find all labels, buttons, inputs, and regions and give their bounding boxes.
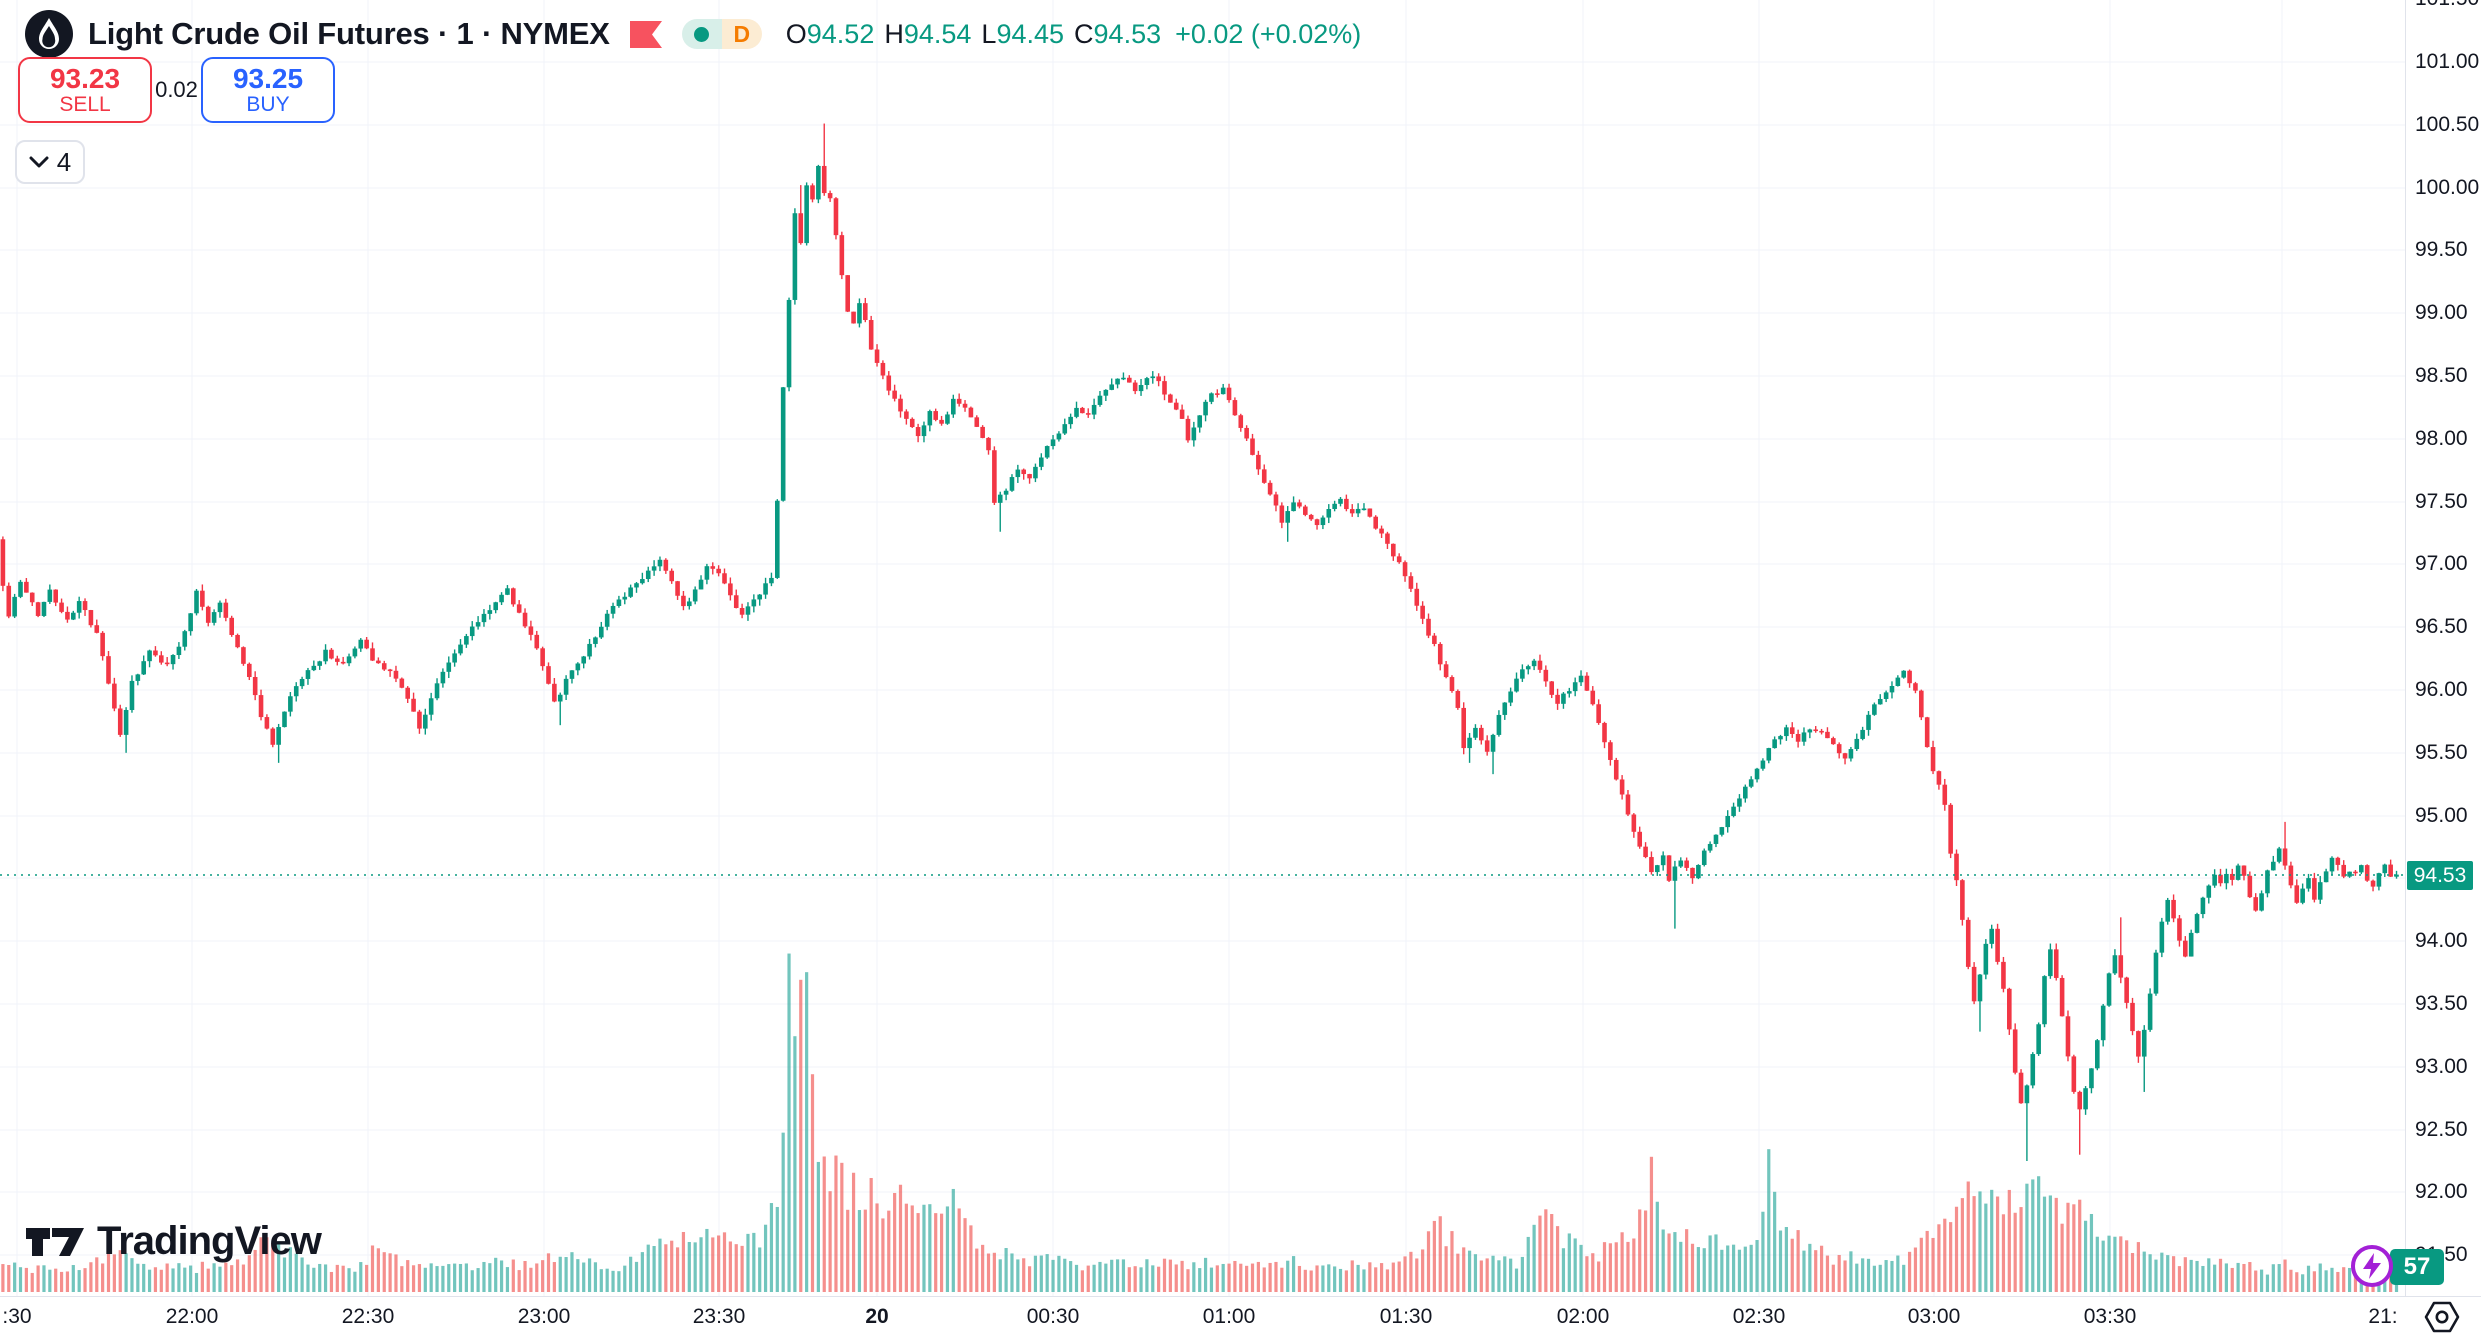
sell-label: SELL (59, 92, 111, 116)
time-axis-label: 23:30 (692, 1305, 746, 1328)
symbol-header: Light Crude Oil Futures · 1 · NYMEX D O9… (24, 6, 1361, 62)
price-axis-label: 94.00 (2415, 929, 2468, 952)
tradingview-logo[interactable]: TradingView (25, 1219, 322, 1264)
settings-hexagon-icon[interactable] (2424, 1300, 2460, 1334)
close-value: 94.53 (1093, 18, 1162, 49)
low-value: 94.45 (996, 18, 1065, 49)
price-axis-label: 100.50 (2415, 113, 2480, 136)
price-axis-label: 101.00 (2415, 50, 2480, 73)
price-axis-label: 98.50 (2415, 364, 2468, 387)
price-axis-label: 93.50 (2415, 992, 2468, 1015)
flag-icon[interactable] (629, 20, 662, 48)
tradingview-mark-icon (26, 1227, 84, 1256)
time-axis-label: 21: (2368, 1305, 2398, 1328)
price-axis-label: 97.00 (2415, 552, 2468, 575)
time-axis-label: 02:00 (1556, 1305, 1610, 1328)
price-axis-label: 98.00 (2415, 427, 2468, 450)
market-open-dot-icon (681, 19, 722, 49)
buy-label: BUY (246, 92, 290, 116)
open-value: 94.52 (806, 18, 875, 49)
buy-price: 93.25 (232, 63, 304, 95)
time-axis-label: 03:00 (1907, 1305, 1961, 1328)
market-status-pill[interactable]: D (681, 19, 762, 49)
price-axis-label: 96.00 (2415, 678, 2468, 701)
high-value: 94.54 (903, 18, 972, 49)
price-axis-label: 92.50 (2415, 1118, 2468, 1141)
oil-drop-icon (25, 10, 73, 58)
price-axis-label: 95.00 (2415, 804, 2468, 827)
last-price-badge: 94.53 (2407, 861, 2473, 890)
time-axis-label: :30 (2, 1305, 32, 1328)
tradingview-wordmark: TradingView (97, 1219, 322, 1263)
bar-countdown-badge: 57 (2390, 1249, 2444, 1285)
price-chart[interactable] (0, 0, 2405, 1296)
time-axis[interactable]: :30 22:00 22:30 23:00 23:30 20 00:30 01:00 01:30… (0, 1296, 2481, 1336)
time-axis-label: 23:00 (517, 1305, 571, 1328)
price-axis-label: 96.50 (2415, 615, 2468, 638)
price-axis-label: 95.50 (2415, 741, 2468, 764)
sell-price: 93.23 (49, 63, 121, 95)
time-axis-label: 20 (865, 1305, 889, 1328)
price-axis-label: 92.00 (2415, 1180, 2468, 1203)
time-axis-label: 00:30 (1026, 1305, 1080, 1328)
time-axis-label: 01:30 (1379, 1305, 1433, 1328)
tools-collapse-chip[interactable]: 4 (15, 140, 85, 184)
symbol-title[interactable]: Light Crude Oil Futures · 1 · NYMEX (88, 16, 610, 51)
price-axis-label: 101.50 (2415, 0, 2479, 11)
ohlc-readout: O94.52 H94.54 L94.45 C94.53 +0.02 (+0.02… (785, 18, 1362, 49)
price-axis-label: 99.00 (2415, 301, 2468, 324)
price-axis-label: 99.50 (2415, 238, 2468, 261)
time-axis-label: 01:00 (1202, 1305, 1256, 1328)
time-axis-label: 02:30 (1732, 1305, 1786, 1328)
price-axis-label: 97.50 (2415, 490, 2468, 513)
time-axis-label: 22:00 (165, 1305, 219, 1328)
change-value: +0.02 (+0.02%) (1175, 18, 1362, 49)
chevron-down-icon (29, 156, 49, 167)
price-axis-label: 100.00 (2415, 176, 2480, 199)
lightning-icon[interactable] (2349, 1243, 2395, 1289)
time-axis-label: 03:30 (2083, 1305, 2137, 1328)
order-panel: 93.23 SELL 0.02 93.25 BUY (18, 57, 335, 123)
spread-value: 0.02 (155, 77, 198, 102)
price-axis[interactable]: 94.53 57 101.50 101.00 100.50 100.00 99.50 99… (2390, 0, 2481, 1296)
time-axis-label: 22:30 (341, 1305, 395, 1328)
tools-count: 4 (56, 146, 72, 177)
delayed-data-icon: D (721, 19, 762, 49)
buy-button[interactable]: 93.25 BUY (201, 57, 335, 123)
price-axis-label: 93.00 (2415, 1055, 2468, 1078)
sell-button[interactable]: 93.23 SELL (18, 57, 152, 123)
